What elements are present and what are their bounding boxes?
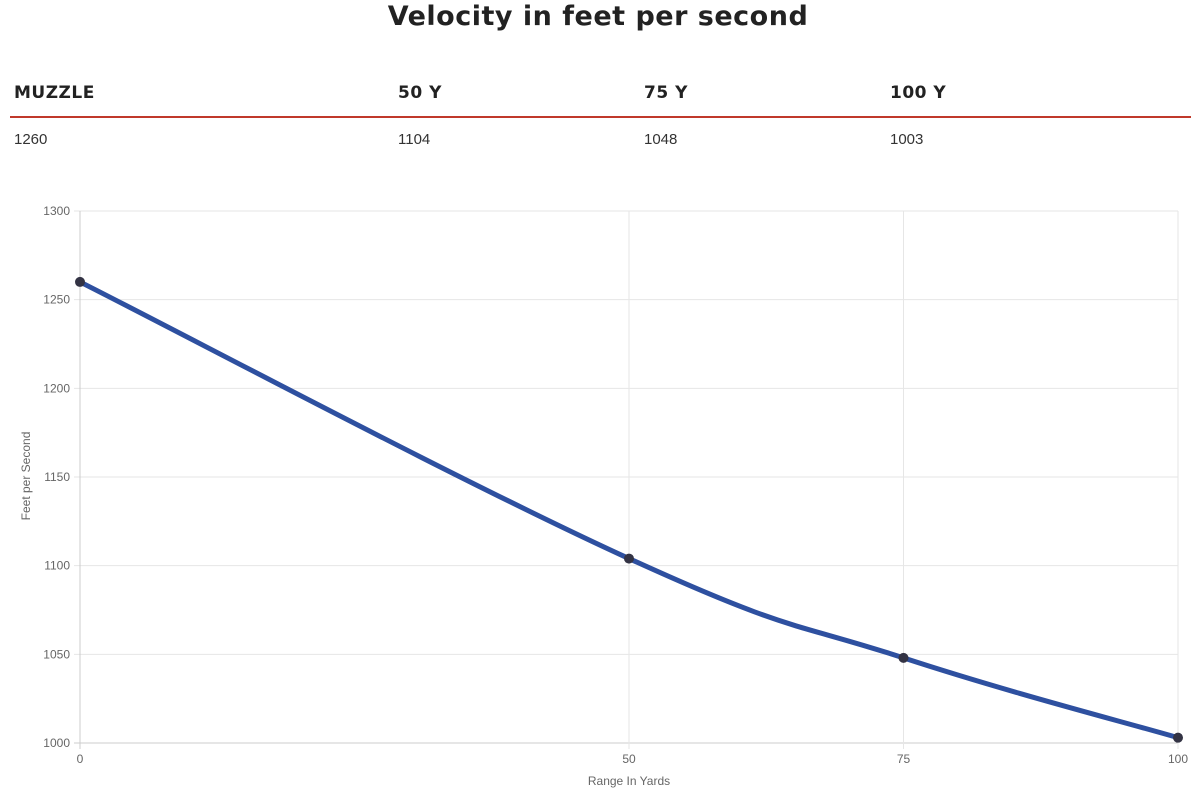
x-axis-label: Range In Yards <box>588 774 670 788</box>
velocity-table-row: 1260 1104 1048 1003 <box>10 118 1191 164</box>
y-tick-label: 1000 <box>43 736 70 750</box>
y-tick-label: 1200 <box>43 381 70 395</box>
y-tick-label: 1250 <box>43 293 70 307</box>
y-tick-label: 1050 <box>43 647 70 661</box>
y-axis-label: Feet per Second <box>19 432 33 521</box>
x-axis-ticks: 0 50 75 100 <box>77 752 1189 766</box>
x-tick-label: 100 <box>1168 752 1188 766</box>
data-point <box>624 553 634 564</box>
header-50-yards: 50 Y <box>398 83 442 103</box>
y-tick-label: 1300 <box>43 204 70 218</box>
x-tick-label: 75 <box>897 752 911 766</box>
value-75-yards: 1048 <box>644 131 678 148</box>
data-points <box>75 276 1183 743</box>
x-tick-label: 50 <box>622 752 636 766</box>
data-point <box>898 652 909 663</box>
velocity-table-header: MUZZLE 50 Y 75 Y 100 Y <box>10 80 1191 118</box>
velocity-table: MUZZLE 50 Y 75 Y 100 Y 1260 1104 1048 10… <box>10 80 1191 164</box>
value-50-yards: 1104 <box>398 131 431 148</box>
y-tick-label: 1100 <box>44 559 70 573</box>
chart-grid <box>74 210 1179 749</box>
x-tick-label: 0 <box>77 752 84 766</box>
data-point <box>75 276 85 287</box>
header-muzzle: MUZZLE <box>14 83 95 103</box>
value-muzzle: 1260 <box>14 131 48 148</box>
value-100-yards: 1003 <box>890 131 924 148</box>
header-100-yards: 100 Y <box>890 83 947 103</box>
velocity-line-chart: 1000 1050 1100 1150 1200 1250 1300 0 50 75 100 Ra… <box>19 204 1189 788</box>
page-title: Velocity in feet per second <box>387 1 809 32</box>
header-75-yards: 75 Y <box>644 83 688 103</box>
data-point <box>1173 732 1183 743</box>
y-tick-label: 1150 <box>44 470 70 484</box>
y-axis-ticks: 1000 1050 1100 1150 1200 1250 1300 <box>43 204 70 750</box>
velocity-series-line <box>77 279 1181 741</box>
